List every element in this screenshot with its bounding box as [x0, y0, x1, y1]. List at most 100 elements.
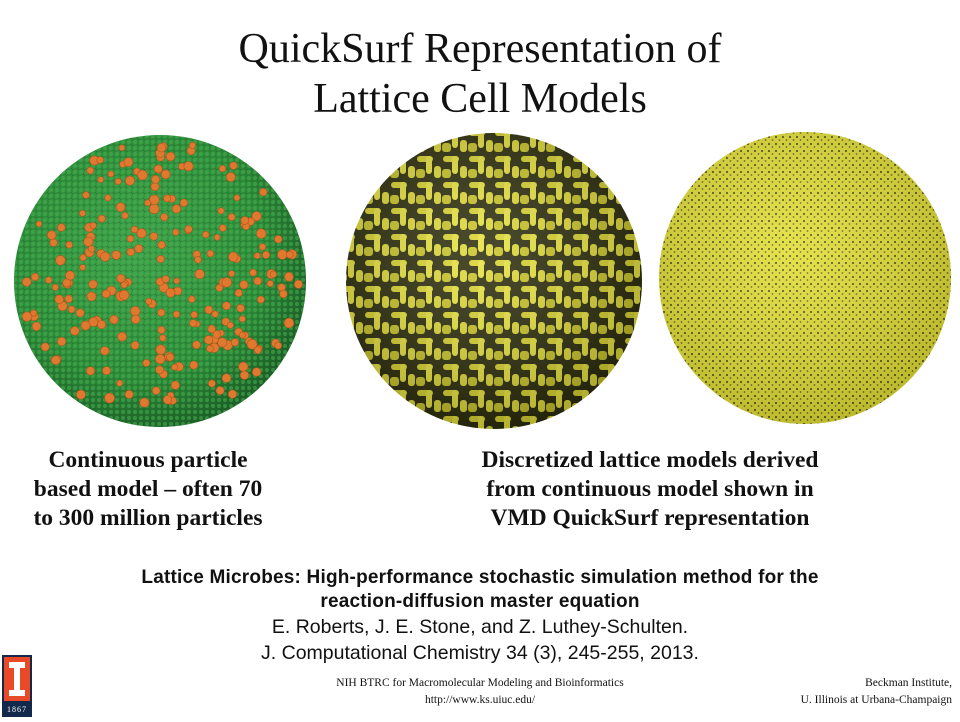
orange-particle [207, 324, 216, 334]
orange-particle [76, 389, 86, 400]
orange-particle [159, 334, 167, 342]
orange-particle [202, 230, 210, 239]
orange-particle [274, 235, 283, 244]
orange-particle [126, 247, 135, 257]
right-caption-line-1: Discretized lattice models derived [481, 447, 819, 473]
orange-particle [212, 330, 222, 339]
paper-journal: J. Computational Chemistry 34 (3), 245-2… [261, 642, 699, 664]
orange-particle [217, 207, 225, 215]
orange-particle [65, 241, 73, 249]
orange-particle [161, 275, 170, 283]
orange-particle [57, 223, 66, 232]
orange-particle [96, 156, 104, 164]
orange-particle [163, 194, 171, 203]
orange-particle [283, 317, 295, 329]
orange-particle [86, 166, 95, 175]
orange-particle [109, 315, 119, 325]
orange-particle [269, 270, 278, 278]
orange-particle [49, 238, 58, 247]
continuous-particle-sphere [14, 135, 306, 427]
orange-particle [153, 164, 163, 174]
orange-particle [136, 228, 147, 239]
orange-particle [239, 370, 250, 380]
orange-particle [97, 214, 106, 223]
orange-particle [116, 379, 124, 387]
orange-particle [189, 360, 199, 370]
fine-lattice-sphere [659, 132, 951, 424]
orange-particle [249, 268, 257, 277]
orange-particle [221, 277, 232, 288]
orange-particle [45, 276, 53, 284]
orange-particle [111, 250, 122, 260]
orange-particle [137, 169, 148, 181]
orange-particle [104, 194, 112, 202]
orange-particle [151, 175, 160, 184]
orange-particle [40, 342, 50, 352]
orange-particle [253, 276, 262, 286]
orange-particle [56, 336, 67, 347]
right-caption-line-3: VMD QuickSurf representation [490, 505, 810, 531]
left-caption-line-1: Continuous particle [48, 447, 248, 473]
orange-particle [134, 244, 143, 253]
orange-particle [86, 291, 97, 302]
orange-particle [121, 211, 129, 220]
orange-particle [97, 176, 104, 183]
orange-particle [190, 311, 198, 319]
slide-title: QuickSurf Representation of Lattice Cell… [0, 24, 960, 124]
orange-particle [221, 373, 232, 383]
orange-particle [89, 222, 97, 230]
orange-particle [211, 310, 219, 318]
orange-particle [251, 211, 262, 222]
orange-particle [149, 194, 160, 206]
orange-particle [204, 335, 214, 345]
orange-particle [213, 234, 221, 241]
orange-particle [227, 213, 236, 221]
orange-particle [67, 305, 76, 314]
orange-particle [155, 365, 164, 375]
orange-particle [240, 216, 250, 225]
orange-particle [54, 294, 64, 305]
orange-particle [225, 172, 236, 182]
orange-particle [100, 346, 110, 356]
orange-particle [233, 194, 241, 202]
orange-particle [100, 251, 111, 262]
orange-particle [183, 161, 194, 172]
orange-particle [149, 203, 160, 215]
orange-particle [130, 306, 141, 317]
orange-particle [144, 199, 151, 207]
orange-particle [117, 331, 127, 342]
orange-particle [194, 256, 202, 264]
orange-particle [204, 305, 213, 315]
orange-particle [118, 144, 126, 152]
orange-particle [152, 386, 161, 395]
orange-particle [130, 341, 140, 350]
orange-particle [116, 273, 126, 283]
footer-right-line-2: U. Illinois at Urbana-Champaign [800, 694, 952, 706]
orange-particle [218, 164, 227, 173]
paper-authors: E. Roberts, J. E. Stone, and Z. Luthey-S… [271, 616, 689, 638]
orange-particle [219, 224, 227, 232]
orange-particle [115, 202, 126, 212]
orange-particle [82, 191, 90, 199]
orange-particle [75, 308, 85, 318]
orange-particle [120, 281, 128, 289]
orange-particle [156, 255, 165, 264]
left-caption: Continuous particle based model – often … [0, 446, 296, 533]
orange-particle [104, 392, 115, 404]
orange-particle [125, 175, 135, 186]
citation: Lattice Microbes: High-performance stoch… [0, 566, 960, 666]
orange-particle [30, 272, 40, 282]
orange-particle [124, 389, 134, 399]
orange-particle [79, 264, 86, 271]
orange-particle [79, 209, 86, 217]
orange-particle [35, 220, 43, 228]
orange-particle [165, 151, 176, 162]
orange-particle [274, 341, 283, 350]
orange-particle [171, 363, 178, 371]
orange-particle [118, 289, 130, 301]
footer-url[interactable]: http://www.ks.uiuc.edu/ [424, 694, 536, 706]
orange-particle [172, 228, 180, 236]
paper-title-line-1: Lattice Microbes: High-performance stoch… [141, 567, 819, 588]
orange-particle [87, 245, 96, 253]
orange-particle [277, 249, 288, 260]
